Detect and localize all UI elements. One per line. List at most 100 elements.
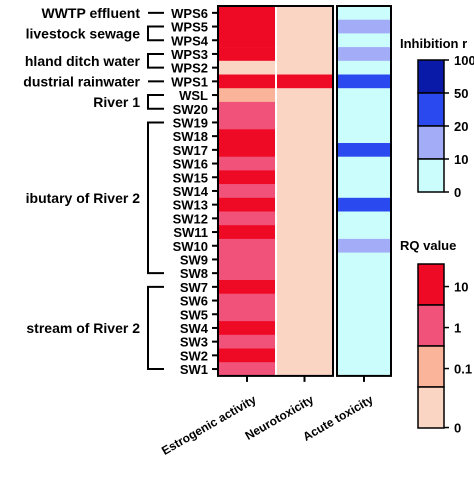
heatmap-cell <box>218 101 276 116</box>
y-tick-label: SW12 <box>173 211 208 226</box>
heatmap-cell <box>276 115 333 130</box>
heatmap-cell <box>218 33 276 48</box>
heatmap-cell <box>218 19 276 34</box>
heatmap-cell <box>276 252 333 267</box>
heatmap-cell <box>218 321 276 336</box>
y-tick-label: SW3 <box>180 335 208 350</box>
y-tick-label: WPS6 <box>171 6 208 21</box>
heatmap-cell <box>218 184 276 199</box>
heatmap-cell <box>337 238 391 253</box>
y-tick-label: SW19 <box>173 115 208 130</box>
rq-legend-tick-label: 10 <box>454 280 468 295</box>
heatmap-cell <box>276 211 333 226</box>
y-tick-label: WPS5 <box>171 20 208 35</box>
heatmap-cell <box>218 197 276 212</box>
rq-legend-swatch <box>417 263 445 306</box>
heatmap-cell <box>337 88 391 103</box>
y-tick-label: SW4 <box>180 321 209 336</box>
y-tick-label: SW20 <box>173 102 208 117</box>
group-label: ibutary of River 2 <box>26 190 141 206</box>
heatmap-cell <box>276 225 333 240</box>
group-bracket <box>147 52 164 69</box>
heatmap-cell <box>337 19 391 34</box>
y-tick-label: SW9 <box>180 252 208 267</box>
y-tick-label: WSL <box>179 88 208 103</box>
heatmap-cell <box>337 156 391 171</box>
heatmap-cell <box>276 307 333 322</box>
inhibition-legend-swatch <box>417 92 445 127</box>
heatmap-cell <box>218 334 276 349</box>
rq-legend-tick-label: 0 <box>454 421 461 436</box>
heatmap-cell <box>218 88 276 103</box>
heatmap-cell <box>276 170 333 185</box>
heatmap-cell <box>276 60 333 75</box>
heatmap-cell <box>276 321 333 336</box>
rq-legend-tick-label: 0.1 <box>454 362 472 377</box>
y-tick-label: SW5 <box>180 307 208 322</box>
group-label: stream of River 2 <box>26 320 140 336</box>
y-tick-label: SW11 <box>173 225 208 240</box>
heatmap-cell <box>276 280 333 294</box>
rq-legend-swatch <box>417 345 445 388</box>
heatmap-cell <box>276 88 333 103</box>
inhibition-legend-tick-label: 20 <box>454 119 468 134</box>
heatmap-cell <box>337 362 391 377</box>
group-label: livestock sewage <box>26 25 141 41</box>
heatmap-cell <box>218 60 276 75</box>
heatmap-cell <box>337 170 391 185</box>
y-tick-label: WPS3 <box>171 47 208 62</box>
heatmap-cell <box>276 266 333 281</box>
y-tick-label: SW16 <box>173 157 208 172</box>
heatmap-cell <box>276 156 333 171</box>
heatmap-cell <box>337 197 391 212</box>
x-tick-label: Estrogenic activity <box>159 392 259 458</box>
heatmap-cell <box>337 143 391 157</box>
y-tick-label: SW18 <box>173 129 208 144</box>
inhibition-legend-title: Inhibition r <box>400 36 467 51</box>
heatmap-cell <box>276 74 333 89</box>
heatmap-cell <box>276 293 333 308</box>
heatmap-cell <box>218 307 276 322</box>
y-tick-label: WPS4 <box>171 33 209 48</box>
heatmap-cell <box>276 6 333 20</box>
group-label: dustrial rainwater <box>23 73 140 89</box>
heatmap-cell <box>337 60 391 75</box>
heatmap-cell <box>337 115 391 130</box>
heatmap-cell <box>218 225 276 240</box>
heatmap-cell <box>218 129 276 144</box>
heatmap-cell <box>337 101 391 116</box>
group-label: River 1 <box>93 94 140 110</box>
heatmap-cell <box>276 197 333 212</box>
rq-legend-title: RQ value <box>400 238 456 253</box>
y-tick-label: SW2 <box>180 348 208 363</box>
heatmap-cell <box>337 321 391 336</box>
heatmap-cell <box>337 293 391 308</box>
y-tick-label: SW13 <box>173 198 208 213</box>
inhibition-legend-tick-label: 10 <box>454 152 468 167</box>
heatmap-cell <box>337 280 391 294</box>
y-tick-label: WPS2 <box>171 61 208 76</box>
heatmap-cell <box>337 74 391 89</box>
heatmap-cell <box>218 348 276 363</box>
y-tick-label: SW7 <box>180 280 208 295</box>
y-tick-label: SW14 <box>173 184 209 199</box>
rq-legend-tick-label: 1 <box>454 321 461 336</box>
inhibition-legend-swatch <box>417 158 445 193</box>
group-bracket <box>147 285 164 371</box>
heatmap-cell <box>337 33 391 48</box>
heatmap-cell <box>276 33 333 48</box>
heatmap-cell <box>276 101 333 116</box>
y-tick-label: SW1 <box>180 362 208 377</box>
y-tick-label: SW8 <box>180 266 208 281</box>
group-label: WWTP effluent <box>41 5 140 21</box>
heatmap-cell <box>337 334 391 349</box>
heatmap-cell <box>276 184 333 199</box>
group-bracket <box>147 94 164 110</box>
heatmap-cell <box>218 252 276 267</box>
heatmap-cell <box>337 266 391 281</box>
inhibition-legend-tick-label: 100 <box>454 53 474 68</box>
heatmap-cell <box>218 280 276 294</box>
heatmap-cell <box>337 184 391 199</box>
heatmap-cell <box>218 170 276 185</box>
heatmap-cell <box>218 74 276 89</box>
